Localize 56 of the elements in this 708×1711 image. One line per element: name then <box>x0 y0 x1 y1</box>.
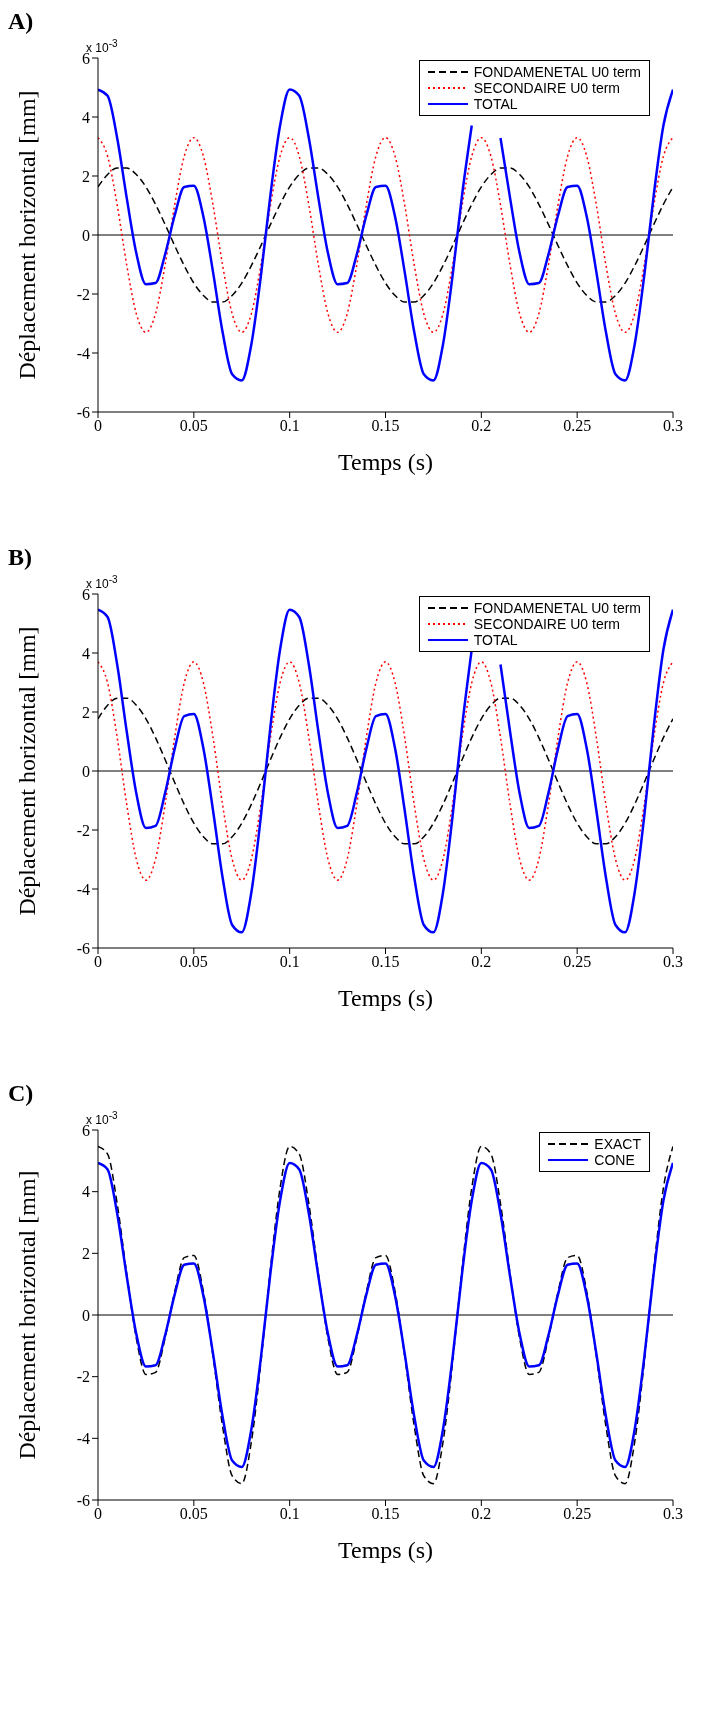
legend-label: EXACT <box>594 1136 641 1152</box>
x-tick-label: 0.25 <box>563 417 592 435</box>
y-tick-label: 2 <box>82 703 90 721</box>
y-tick-label: 4 <box>82 1183 90 1201</box>
x-tick-label: 0.05 <box>179 1505 208 1523</box>
x-tick-label: 0.15 <box>371 417 400 435</box>
legend-label: TOTAL <box>473 632 518 648</box>
y-tick-label: -4 <box>76 344 90 362</box>
y-tick-label: -4 <box>76 1430 90 1448</box>
chart-title: A) <box>8 8 35 36</box>
x-tick-label: 0.1 <box>279 953 300 971</box>
y-tick-label: -6 <box>76 403 90 421</box>
legend-label: SECONDAIRE U0 term <box>473 80 620 96</box>
x-tick-label: 0.3 <box>663 953 683 971</box>
x-tick-label: 0.3 <box>663 1505 683 1523</box>
x-tick-label: 0.25 <box>563 1505 592 1523</box>
legend-label: TOTAL <box>473 96 518 112</box>
y-tick-label: 0 <box>82 1306 90 1324</box>
legend-label: SECONDAIRE U0 term <box>473 616 620 632</box>
x-tick-label: 0.15 <box>371 1505 400 1523</box>
y-tick-label: 2 <box>82 1245 90 1263</box>
y-tick-label: -6 <box>76 939 90 957</box>
chart-title: C) <box>8 1080 35 1108</box>
x-tick-label: 0 <box>94 1505 102 1523</box>
y-tick-label: 4 <box>82 644 90 662</box>
y-tick-label: -2 <box>76 821 90 839</box>
legend-label: FONDAMENETAL U0 term <box>473 600 641 616</box>
chart-title: B) <box>8 544 33 572</box>
y-tick-label: -6 <box>76 1491 90 1509</box>
x-tick-label: 0.05 <box>179 953 208 971</box>
x-tick-label: 0.1 <box>279 417 300 435</box>
x-tick-label: 0 <box>94 417 102 435</box>
x-tick-label: 0.15 <box>371 953 400 971</box>
x-tick-label: 0.1 <box>279 1505 300 1523</box>
y-axis-title: Déplacement horizontal [mm] <box>13 1170 40 1460</box>
x-axis-title: Temps (s) <box>338 1537 433 1563</box>
legend-label: CONE <box>594 1152 635 1168</box>
y-tick-label: -4 <box>76 880 90 898</box>
x-tick-label: 0.2 <box>471 1505 492 1523</box>
x-tick-label: 0.25 <box>563 953 592 971</box>
y-tick-label: 0 <box>82 226 90 244</box>
x-tick-label: 0 <box>94 953 102 971</box>
y-axis-title: Déplacement horizontal [mm] <box>13 90 40 380</box>
legend-label: FONDAMENETAL U0 term <box>473 64 641 80</box>
x-axis-title: Temps (s) <box>338 449 433 475</box>
x-axis-title: Temps (s) <box>338 985 433 1011</box>
y-tick-label: 0 <box>82 762 90 780</box>
y-axis-title: Déplacement horizontal [mm] <box>13 626 40 916</box>
x-tick-label: 0.2 <box>471 953 492 971</box>
y-tick-label: -2 <box>76 285 90 303</box>
x-tick-label: 0.2 <box>471 417 492 435</box>
y-tick-label: -2 <box>76 1368 90 1386</box>
y-tick-label: 2 <box>82 167 90 185</box>
y-tick-label: 4 <box>82 108 90 126</box>
x-tick-label: 0.05 <box>179 417 208 435</box>
x-tick-label: 0.3 <box>663 417 683 435</box>
